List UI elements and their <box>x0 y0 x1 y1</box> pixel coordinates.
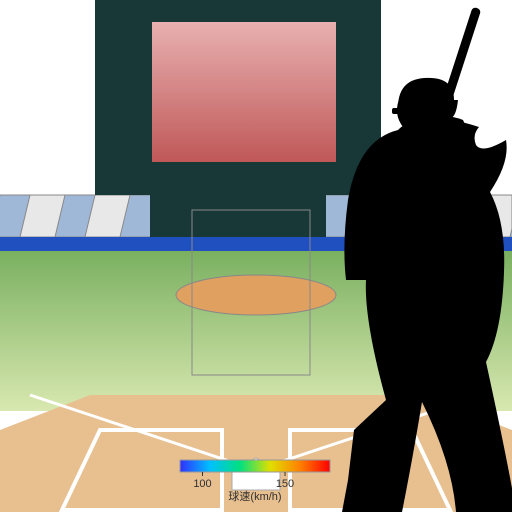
svg-text:100: 100 <box>193 478 211 490</box>
velocity-colorbar <box>180 460 330 472</box>
scene-svg: 100 150 球速(km/h) <box>0 0 512 512</box>
pitch-velocity-diagram: 100 150 球速(km/h) <box>0 0 512 512</box>
scoreboard-screen <box>152 22 336 162</box>
pitchers-mound <box>176 275 336 315</box>
colorbar-label: 球速(km/h) <box>228 489 281 503</box>
svg-text:150: 150 <box>276 478 294 490</box>
scoreboard-foot <box>150 195 326 237</box>
